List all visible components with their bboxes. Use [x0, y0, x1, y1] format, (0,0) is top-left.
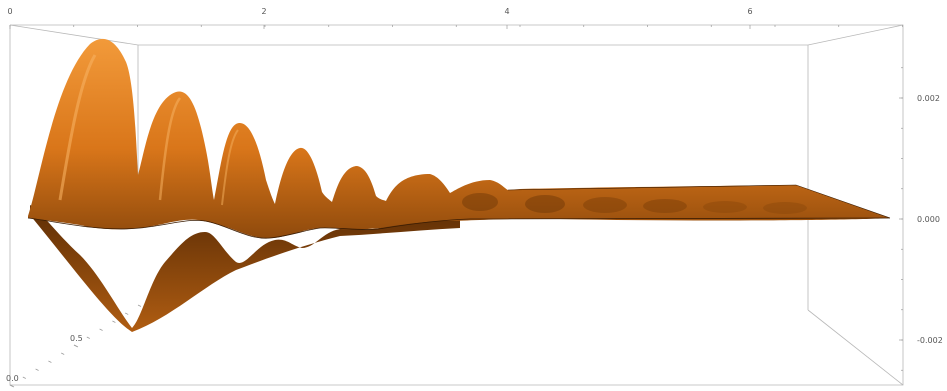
ridge-3: [221, 129, 239, 206]
y-minor-tick: [99, 328, 103, 331]
surface-edge: [27, 217, 891, 239]
y-minor-tick: [22, 376, 26, 379]
ridge-1: [58, 54, 97, 201]
y-tick-label: 0.0: [6, 374, 19, 383]
tail-stripes: [462, 193, 807, 214]
x-tick-label: 0: [7, 7, 12, 16]
y-minor-tick: [125, 312, 129, 315]
y-minor-tick: [86, 336, 90, 339]
z-axis-ticks: 0.002 0.000 -0.002: [899, 67, 943, 371]
y-minor-tick: [35, 368, 39, 371]
y-minor-tick: [137, 304, 142, 307]
y-minor-tick: [73, 344, 78, 347]
plot-box: [9, 24, 904, 386]
x-axis-ticks: 0 2 4 6: [7, 7, 903, 29]
surface-front: [28, 38, 890, 239]
y-minor-tick: [61, 352, 65, 355]
z-tick-label: 0.000: [917, 215, 940, 224]
x-tick-label: 6: [747, 7, 752, 16]
y-tick-label: 0.5: [70, 334, 83, 343]
y-minor-tick: [9, 384, 14, 387]
x-tick-label: 4: [504, 7, 509, 16]
surface-back-edge: [507, 184, 891, 219]
y-axis-ticks: 0.0 0.5: [6, 304, 142, 388]
z-tick-label: -0.002: [917, 336, 943, 345]
y-minor-tick: [112, 320, 116, 323]
surface: [27, 38, 891, 332]
ridge-2: [158, 97, 182, 201]
x-tick-label: 2: [261, 7, 266, 16]
y-minor-tick: [48, 360, 52, 363]
z-tick-label: 0.002: [917, 94, 940, 103]
